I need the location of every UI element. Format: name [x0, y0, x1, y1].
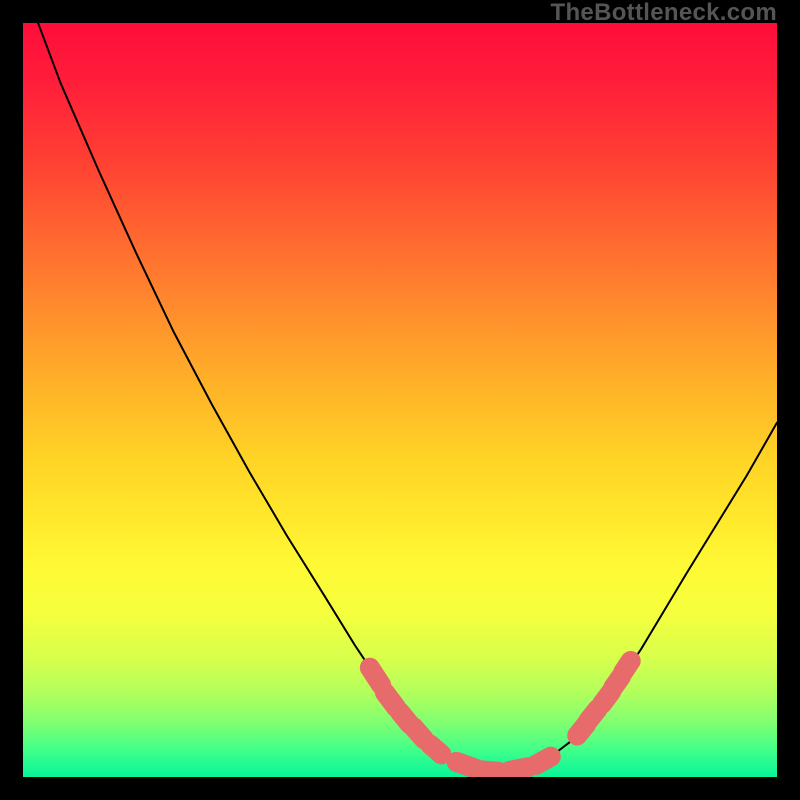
data-marker: [414, 727, 425, 739]
plot-area: [23, 23, 777, 777]
chart-svg: [23, 23, 777, 777]
watermark-text: TheBottleneck.com: [551, 0, 777, 27]
data-marker: [370, 668, 381, 685]
data-marker: [509, 767, 528, 771]
data-marker: [623, 661, 631, 672]
bottleneck-curve: [38, 23, 777, 772]
data-marker: [479, 770, 498, 772]
data-marker: [536, 757, 551, 765]
data-marker: [430, 745, 441, 755]
